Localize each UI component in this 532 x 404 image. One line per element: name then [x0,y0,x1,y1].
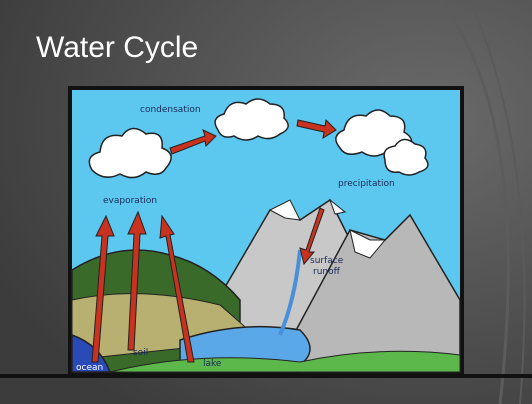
page: Water Cycle condensati [0,0,532,404]
label-ocean: ocean [76,363,103,373]
slide-title: Water Cycle [36,31,198,64]
label-runoff: runoff [313,267,341,277]
label-condensation: condensation [140,105,201,115]
label-soil: soil [133,348,148,358]
label-surface: surface [310,256,344,266]
divider [0,374,532,378]
label-precipitation: precipitation [338,179,395,189]
slide: Water Cycle condensati [0,0,532,404]
label-evaporation: evaporation [103,196,157,206]
water-cycle-illustration: condensation precipitation evaporation s… [68,86,464,376]
label-lake: lake [203,359,222,369]
